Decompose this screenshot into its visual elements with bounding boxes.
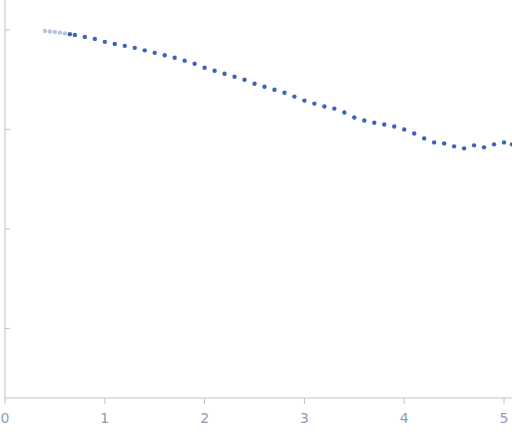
point: [422, 136, 426, 140]
point: [402, 127, 406, 131]
point: [372, 120, 376, 124]
point: [492, 142, 496, 146]
point: [292, 94, 296, 98]
point: [502, 140, 506, 144]
point: [482, 145, 486, 149]
point: [83, 35, 87, 39]
point: [48, 29, 52, 33]
x-tick-label: 5: [500, 410, 509, 426]
point: [133, 46, 137, 50]
point: [143, 48, 147, 52]
point: [510, 142, 512, 146]
point: [212, 69, 216, 73]
x-tick-label: 0: [1, 410, 10, 426]
point: [43, 29, 47, 33]
x-tick: [104, 398, 105, 404]
point: [242, 78, 246, 82]
point: [322, 104, 326, 108]
point: [53, 30, 57, 34]
y-tick: [5, 29, 10, 30]
point: [412, 131, 416, 135]
point: [202, 66, 206, 70]
chart: 0 1 2 3 4 5: [0, 0, 512, 437]
point: [153, 51, 157, 55]
x-tick: [304, 398, 305, 404]
point: [432, 140, 436, 144]
point: [93, 37, 97, 41]
point: [73, 33, 77, 37]
x-tick: [504, 398, 505, 404]
point: [302, 98, 306, 102]
y-tick: [5, 228, 10, 229]
point: [472, 143, 476, 147]
points: [43, 29, 512, 151]
point: [452, 144, 456, 148]
x-tick: [5, 398, 6, 404]
point: [252, 82, 256, 86]
point: [103, 40, 107, 44]
point: [312, 101, 316, 105]
x-tick-label: 3: [300, 410, 309, 426]
y-tick: [5, 129, 10, 130]
point: [462, 146, 466, 150]
point: [68, 32, 72, 36]
point: [58, 30, 62, 34]
point: [63, 31, 67, 35]
point: [332, 106, 336, 110]
x-tick: [404, 398, 405, 404]
x-tick: [204, 398, 205, 404]
point: [382, 122, 386, 126]
point: [232, 74, 236, 78]
x-tick-label: 2: [200, 410, 209, 426]
point: [392, 124, 396, 128]
point: [262, 84, 266, 88]
point: [342, 110, 346, 114]
y-tick: [5, 328, 10, 329]
point: [352, 115, 356, 119]
point: [172, 56, 176, 60]
point: [222, 72, 226, 76]
point: [442, 141, 446, 145]
x-tick-label: 1: [100, 410, 109, 426]
point: [192, 62, 196, 66]
point: [182, 59, 186, 63]
point: [282, 91, 286, 95]
x-tick-label: 4: [400, 410, 409, 426]
y-axis: [5, 0, 6, 398]
point: [113, 42, 117, 46]
point: [362, 118, 366, 122]
x-axis: [5, 398, 512, 399]
point: [272, 87, 276, 91]
point: [123, 44, 127, 48]
point: [162, 53, 166, 57]
